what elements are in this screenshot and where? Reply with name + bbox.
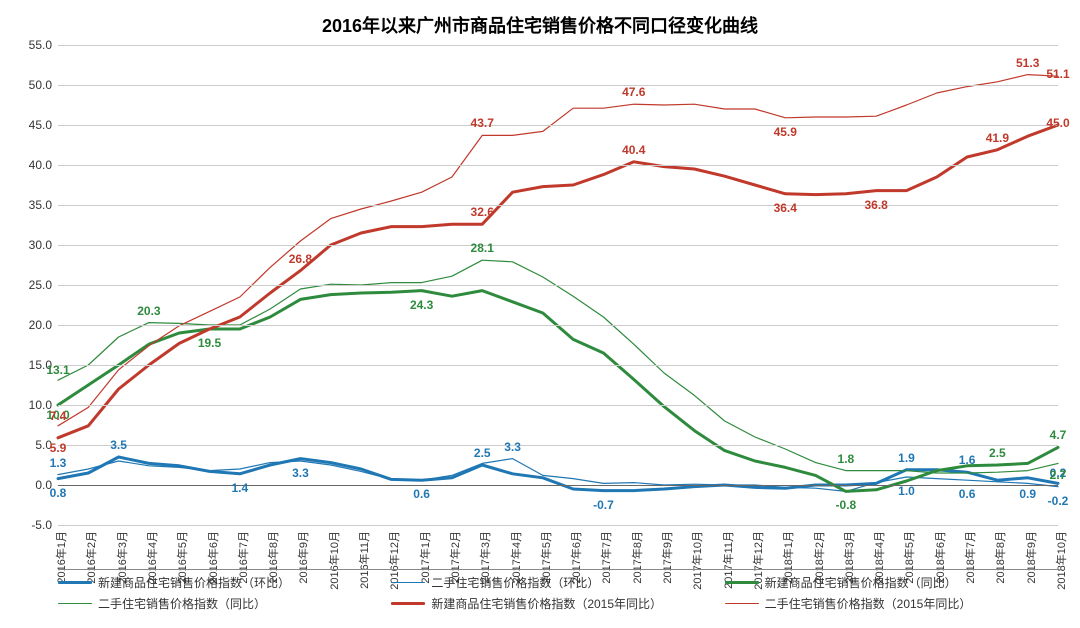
data-label: 4.7	[1050, 428, 1067, 442]
gridline	[58, 85, 1058, 86]
series-line	[58, 75, 1058, 426]
gridline	[58, 45, 1058, 46]
data-label: 1.6	[959, 453, 976, 467]
data-label: 43.7	[471, 116, 494, 130]
gridline	[58, 285, 1058, 286]
data-label: 41.9	[986, 131, 1009, 145]
gridline	[58, 525, 1058, 526]
series-line	[58, 260, 1058, 473]
data-label: 0.6	[413, 487, 430, 501]
legend-item: 二手住宅销售价格指数（同比）	[58, 595, 391, 612]
legend-label: 二手住宅销售价格指数（环比）	[431, 574, 599, 591]
data-label: 3.5	[110, 438, 127, 452]
legend-swatch	[725, 603, 759, 605]
legend-swatch	[391, 582, 425, 584]
legend-item: 新建商品住宅销售价格指数（环比）	[58, 574, 391, 591]
legend-label: 二手住宅销售价格指数（2015年同比）	[765, 595, 972, 612]
gridline	[58, 325, 1058, 326]
data-label: 3.3	[292, 466, 309, 480]
data-label: 2.5	[474, 446, 491, 460]
data-label: 47.6	[622, 85, 645, 99]
data-label: -0.8	[836, 498, 857, 512]
data-label: 1.9	[898, 451, 915, 465]
data-label: 2.5	[989, 446, 1006, 460]
data-label: 51.3	[1016, 56, 1039, 70]
data-label: -0.2	[1048, 494, 1069, 508]
data-label: 0.8	[50, 486, 67, 500]
legend-label: 二手住宅销售价格指数（同比）	[98, 595, 266, 612]
y-tick-label: 45.0	[29, 118, 52, 132]
legend: 新建商品住宅销售价格指数（环比） 二手住宅销售价格指数（环比） 新建商品住宅销售价格…	[58, 569, 1058, 622]
gridline	[58, 245, 1058, 246]
y-tick-label: 50.0	[29, 78, 52, 92]
gridline	[58, 365, 1058, 366]
data-label: 0.6	[959, 487, 976, 501]
legend-swatch	[58, 603, 92, 605]
chart-container: 2016年以来广州市商品住宅销售价格不同口径变化曲线 -5.00.05.010.…	[0, 0, 1080, 628]
data-label: 1.3	[50, 456, 67, 470]
legend-label: 新建商品住宅销售价格指数（同比）	[765, 574, 957, 591]
y-tick-label: 30.0	[29, 238, 52, 252]
data-label: 0.9	[1019, 487, 1036, 501]
legend-swatch	[58, 581, 92, 585]
data-label: 26.8	[289, 252, 312, 266]
y-tick-label: 20.0	[29, 318, 52, 332]
data-label: 45.9	[774, 125, 797, 139]
data-label: 2.7	[1050, 468, 1067, 482]
data-label: 19.5	[198, 336, 221, 350]
data-label: 7.4	[50, 409, 67, 423]
y-tick-label: -5.0	[31, 518, 52, 532]
y-tick-label: 40.0	[29, 158, 52, 172]
data-label: 1.0	[898, 484, 915, 498]
data-label: 45.0	[1046, 116, 1069, 130]
series-line	[58, 125, 1058, 438]
gridline	[58, 445, 1058, 446]
legend-item: 二手住宅销售价格指数（2015年同比）	[725, 595, 1058, 612]
legend-item: 新建商品住宅销售价格指数（2015年同比）	[391, 595, 724, 612]
data-label: 13.1	[46, 363, 69, 377]
data-label: 36.8	[864, 198, 887, 212]
legend-row: 二手住宅销售价格指数（同比） 新建商品住宅销售价格指数（2015年同比） 二手住宅销…	[58, 595, 1058, 612]
data-label: -0.7	[593, 498, 614, 512]
legend-label: 新建商品住宅销售价格指数（环比）	[98, 574, 290, 591]
y-tick-label: 35.0	[29, 198, 52, 212]
data-label: 3.3	[504, 440, 521, 454]
gridline	[58, 125, 1058, 126]
y-tick-label: 25.0	[29, 278, 52, 292]
chart-title: 2016年以来广州市商品住宅销售价格不同口径变化曲线	[0, 0, 1080, 38]
legend-row: 新建商品住宅销售价格指数（环比） 二手住宅销售价格指数（环比） 新建商品住宅销售价格…	[58, 574, 1058, 591]
data-label: 1.4	[231, 481, 248, 495]
data-label: 24.3	[410, 298, 433, 312]
data-label: 51.1	[1046, 67, 1069, 81]
legend-swatch	[391, 602, 425, 606]
gridline	[58, 405, 1058, 406]
legend-item: 新建商品住宅销售价格指数（同比）	[725, 574, 1058, 591]
data-label: 5.9	[50, 441, 67, 455]
legend-label: 新建商品住宅销售价格指数（2015年同比）	[431, 595, 662, 612]
data-label: 1.8	[838, 452, 855, 466]
data-label: 40.4	[622, 143, 645, 157]
y-tick-label: 55.0	[29, 38, 52, 52]
data-label: 36.4	[774, 201, 797, 215]
legend-item: 二手住宅销售价格指数（环比）	[391, 574, 724, 591]
plot-area: -5.00.05.010.015.020.025.030.035.040.045…	[58, 45, 1058, 525]
legend-swatch	[725, 581, 759, 585]
gridline	[58, 165, 1058, 166]
gridline	[58, 205, 1058, 206]
data-label: 28.1	[471, 241, 494, 255]
data-label: 32.6	[471, 205, 494, 219]
data-label: 20.3	[137, 304, 160, 318]
